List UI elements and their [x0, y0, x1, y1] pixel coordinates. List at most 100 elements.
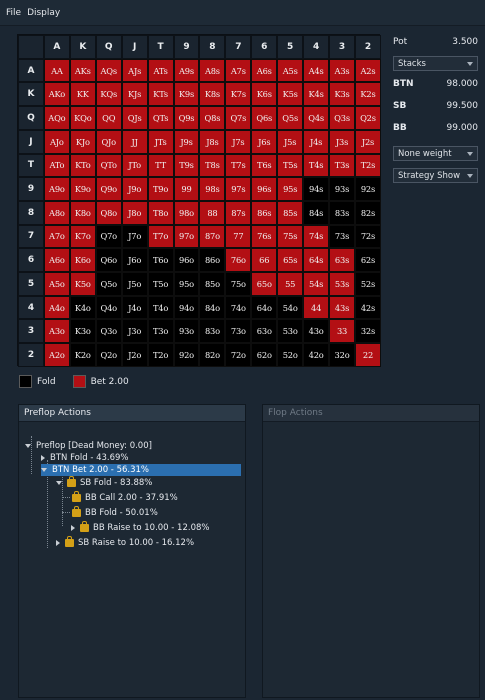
hand-cell[interactable]: 65o: [251, 272, 278, 296]
expand-arrow-icon[interactable]: [41, 455, 45, 461]
expand-arrow-icon[interactable]: [71, 525, 75, 531]
hand-cell[interactable]: 76o: [225, 248, 252, 273]
hand-cell[interactable]: KJo: [69, 129, 96, 154]
tree-node-btn-bet[interactable]: BTN Bet 2.00 - 56.31%: [41, 464, 241, 476]
hand-cell[interactable]: J6o: [121, 248, 148, 273]
hand-cell[interactable]: T9o: [147, 177, 174, 201]
hand-cell[interactable]: T8s: [199, 153, 226, 178]
hand-cell[interactable]: 93s: [329, 177, 355, 201]
tree-node-sb-raise[interactable]: SB Raise to 10.00 - 16.12%: [56, 536, 194, 549]
hand-cell[interactable]: 87s: [225, 200, 252, 225]
hand-cell[interactable]: J9s: [173, 129, 200, 154]
hand-cell[interactable]: A8s: [199, 58, 226, 83]
hand-cell[interactable]: J7s: [225, 129, 252, 154]
hand-cell[interactable]: J5o: [121, 272, 148, 296]
hand-cell[interactable]: 84s: [303, 200, 330, 225]
hand-cell[interactable]: TT: [147, 153, 174, 178]
hand-cell[interactable]: Q5s: [277, 106, 304, 130]
hand-cell[interactable]: K6s: [251, 82, 278, 107]
hand-cell[interactable]: 32o: [329, 343, 355, 367]
hand-cell[interactable]: J2o: [121, 343, 148, 367]
hand-cell[interactable]: K9s: [173, 82, 200, 107]
menu-display[interactable]: Display: [27, 7, 61, 18]
hand-cell[interactable]: A5o: [43, 272, 70, 296]
hand-cell[interactable]: Q9o: [95, 177, 122, 201]
hand-cell[interactable]: 53s: [329, 272, 355, 296]
hand-cell[interactable]: 76s: [251, 224, 278, 249]
hand-cell[interactable]: A2s: [354, 58, 381, 83]
expand-arrow-icon[interactable]: [56, 540, 60, 546]
hand-cell[interactable]: Q7s: [225, 106, 252, 130]
hand-cell[interactable]: 42o: [303, 343, 330, 367]
hand-cell[interactable]: Q6o: [95, 248, 122, 273]
hand-cell[interactable]: K5s: [277, 82, 304, 107]
hand-cell[interactable]: 75s: [277, 224, 304, 249]
hand-cell[interactable]: 96s: [251, 177, 278, 201]
tree-node-bb-call[interactable]: BB Call 2.00 - 37.91%: [72, 491, 178, 504]
hand-cell[interactable]: A5s: [277, 58, 304, 83]
hand-cell[interactable]: J2s: [354, 129, 381, 154]
hand-cell[interactable]: 65s: [277, 248, 304, 273]
hand-cell[interactable]: 88: [199, 200, 226, 225]
tree-node-bb-fold[interactable]: BB Fold - 50.01%: [72, 506, 158, 519]
hand-cell[interactable]: ATo: [43, 153, 70, 178]
hand-cell[interactable]: K8o: [69, 200, 96, 225]
hand-cell[interactable]: A2o: [43, 343, 70, 367]
hand-cell[interactable]: T3s: [329, 153, 355, 178]
hand-cell[interactable]: Q9s: [173, 106, 200, 130]
hand-cell[interactable]: Q2s: [354, 106, 381, 130]
hand-cell[interactable]: A3s: [329, 58, 355, 83]
hand-cell[interactable]: T7o: [147, 224, 174, 249]
hand-cell[interactable]: QTs: [147, 106, 174, 130]
hand-cell[interactable]: 33: [329, 319, 355, 344]
hand-cell[interactable]: A9o: [43, 177, 70, 201]
expand-arrow-icon[interactable]: [25, 444, 31, 448]
hand-cell[interactable]: 77: [225, 224, 252, 249]
hand-cell[interactable]: 83s: [329, 200, 355, 225]
hand-cell[interactable]: Q3s: [329, 106, 355, 130]
hand-cell[interactable]: Q2o: [95, 343, 122, 367]
hand-cell[interactable]: KJs: [121, 82, 148, 107]
hand-cell[interactable]: Q6s: [251, 106, 278, 130]
hand-cell[interactable]: A8o: [43, 200, 70, 225]
hand-cell[interactable]: 99: [173, 177, 200, 201]
hand-cell[interactable]: J9o: [121, 177, 148, 201]
hand-cell[interactable]: 97o: [173, 224, 200, 249]
hand-cell[interactable]: 95s: [277, 177, 304, 201]
hand-cell[interactable]: 52o: [277, 343, 304, 367]
hand-cell[interactable]: QTo: [95, 153, 122, 178]
hand-cell[interactable]: Q8s: [199, 106, 226, 130]
hand-cell[interactable]: 42s: [354, 295, 381, 320]
hand-cell[interactable]: K7s: [225, 82, 252, 107]
hand-cell[interactable]: 62o: [251, 343, 278, 367]
hand-cell[interactable]: 64s: [303, 248, 330, 273]
hand-cell[interactable]: K9o: [69, 177, 96, 201]
hand-cell[interactable]: J3o: [121, 319, 148, 344]
hand-cell[interactable]: T3o: [147, 319, 174, 344]
hand-cell[interactable]: K6o: [69, 248, 96, 273]
hand-cell[interactable]: T9s: [173, 153, 200, 178]
hand-cell[interactable]: 74o: [225, 295, 252, 320]
hand-cell[interactable]: 66: [251, 248, 278, 273]
hand-cell[interactable]: KQs: [95, 82, 122, 107]
hand-cell[interactable]: 82o: [199, 343, 226, 367]
hand-cell[interactable]: 85o: [199, 272, 226, 296]
menu-file[interactable]: File: [6, 7, 22, 18]
tree-node-bb-raise[interactable]: BB Raise to 10.00 - 12.08%: [71, 521, 209, 534]
hand-cell[interactable]: AA: [43, 58, 70, 83]
hand-cell[interactable]: 82s: [354, 200, 381, 225]
hand-cell[interactable]: 94o: [173, 295, 200, 320]
hand-cell[interactable]: T5o: [147, 272, 174, 296]
hand-cell[interactable]: 62s: [354, 248, 381, 273]
hand-cell[interactable]: K3s: [329, 82, 355, 107]
hand-cell[interactable]: AQo: [43, 106, 70, 130]
hand-cell[interactable]: 43o: [303, 319, 330, 344]
hand-cell[interactable]: Q5o: [95, 272, 122, 296]
hand-cell[interactable]: J8o: [121, 200, 148, 225]
hand-cell[interactable]: 96o: [173, 248, 200, 273]
hand-cell[interactable]: 52s: [354, 272, 381, 296]
hand-cell[interactable]: A7o: [43, 224, 70, 249]
hand-cell[interactable]: Q8o: [95, 200, 122, 225]
hand-cell[interactable]: K7o: [69, 224, 96, 249]
hand-cell[interactable]: K2s: [354, 82, 381, 107]
